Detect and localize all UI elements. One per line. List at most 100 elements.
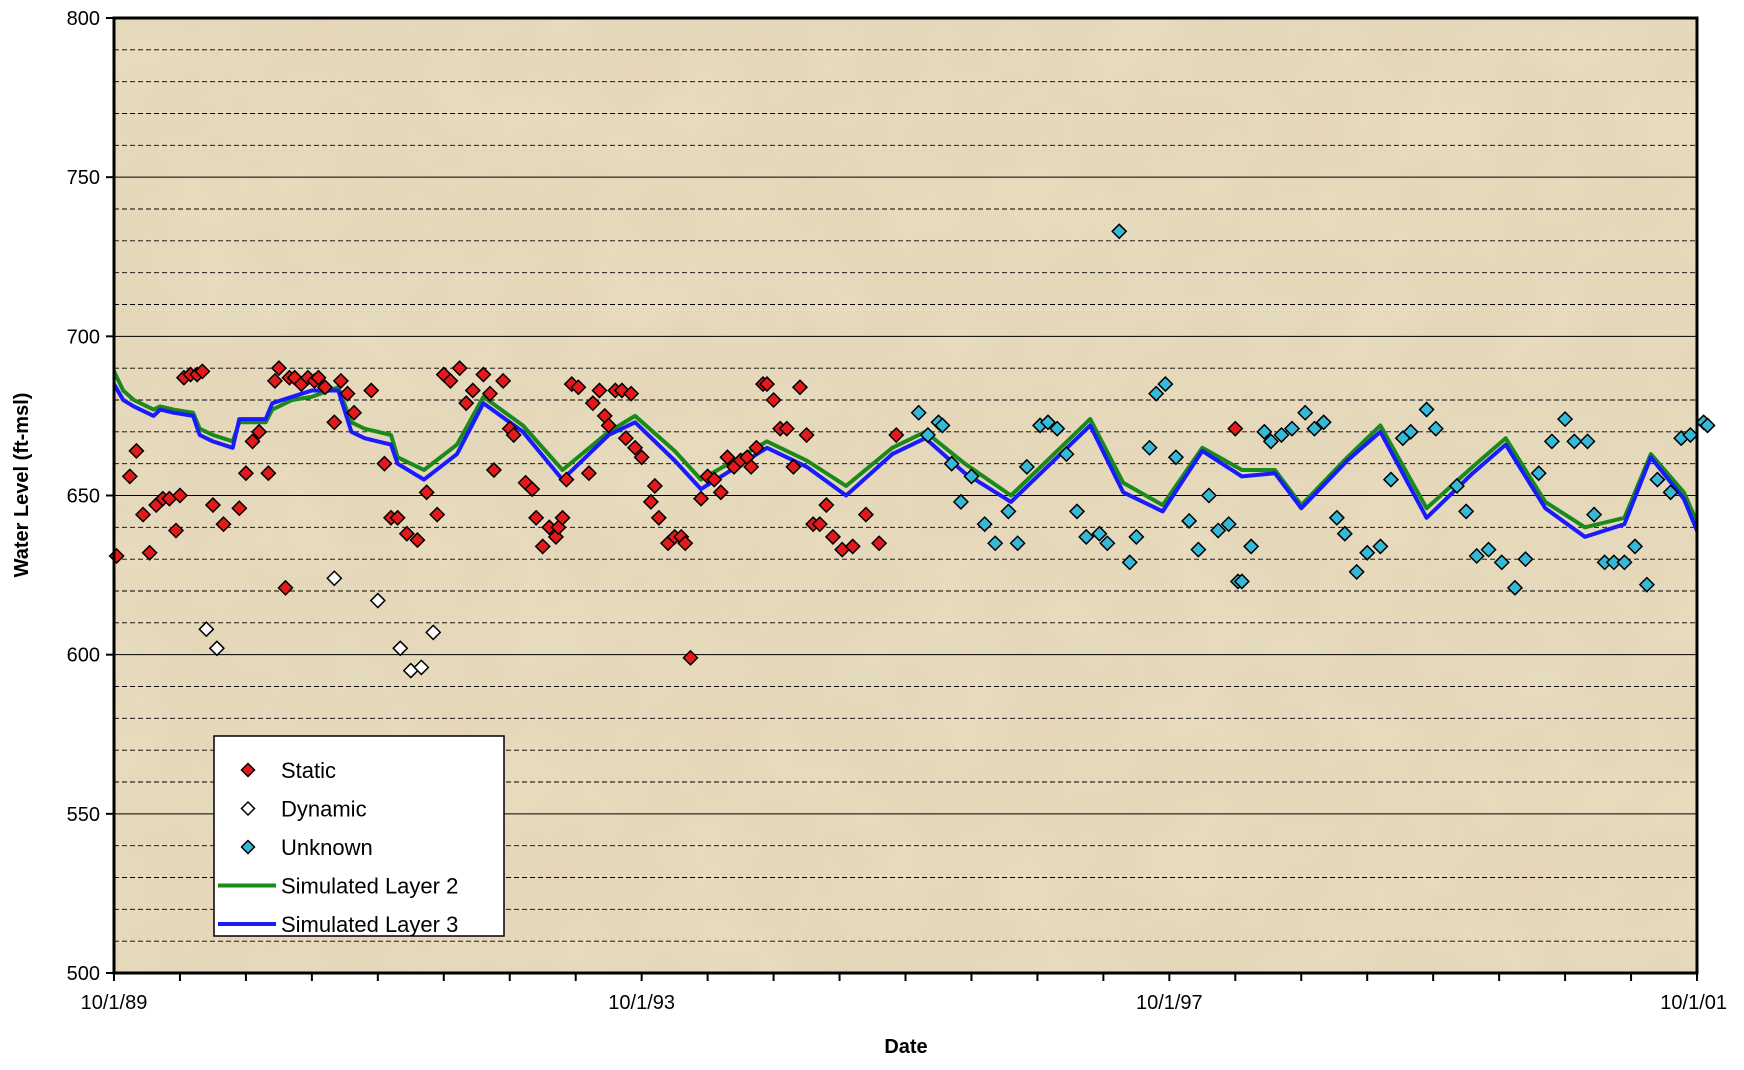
observed-markers <box>108 223 1716 679</box>
marker-unknown <box>1506 579 1524 596</box>
series-line-simulated-layer-2 <box>114 370 1697 530</box>
marker-static <box>617 430 634 447</box>
marker-unknown <box>1256 423 1273 440</box>
marker-unknown <box>963 468 980 485</box>
marker-unknown <box>1468 547 1485 565</box>
y-tick-label: 500 <box>67 963 100 985</box>
marker-unknown <box>1448 477 1465 495</box>
marker-static <box>706 471 723 488</box>
marker-unknown <box>1315 414 1332 431</box>
marker-static <box>141 544 158 561</box>
marker-unknown <box>1297 404 1314 421</box>
marker-static <box>743 458 760 475</box>
marker-unknown <box>1243 538 1260 555</box>
marker-static <box>642 493 659 510</box>
marker-unknown <box>1167 449 1184 466</box>
marker-unknown <box>1649 471 1666 488</box>
marker-dynamic <box>413 659 430 676</box>
marker-unknown <box>1579 433 1596 450</box>
legend-label-simulated-layer-3: Simulated Layer 3 <box>281 912 458 937</box>
marker-unknown <box>1699 417 1716 434</box>
legend-label-static: Static <box>281 758 336 783</box>
legend-label-dynamic: Dynamic <box>281 797 367 822</box>
marker-unknown <box>1359 544 1376 561</box>
marker-unknown <box>1336 525 1353 542</box>
marker-static <box>818 496 835 514</box>
legend-marker-dynamic <box>240 800 256 817</box>
marker-unknown <box>1220 516 1237 533</box>
marker-unknown <box>1557 411 1574 428</box>
marker-static <box>580 465 597 482</box>
marker-static <box>558 471 575 488</box>
marker-static <box>376 455 393 472</box>
x-tick-label: 10/1/97 <box>1136 992 1203 1014</box>
legend: Static Dynamic Unknown Simulated Layer 2 Sim… <box>213 735 505 937</box>
marker-static <box>237 465 254 482</box>
legend-marker-unknown <box>240 839 256 855</box>
marker-unknown <box>1586 506 1603 523</box>
marker-unknown <box>1306 420 1323 437</box>
marker-unknown <box>1517 551 1534 568</box>
marker-unknown <box>1121 554 1138 571</box>
marker-static <box>277 579 294 596</box>
marker-unknown <box>1128 528 1145 545</box>
marker-static <box>339 385 356 402</box>
x-tick-label: 10/1/01 <box>1660 992 1727 1014</box>
marker-static <box>791 379 809 396</box>
marker-unknown <box>1262 433 1279 450</box>
marker-unknown <box>1283 420 1301 437</box>
marker-static <box>591 382 608 399</box>
marker-static <box>778 420 795 437</box>
marker-static <box>464 382 481 399</box>
marker-unknown <box>1372 538 1389 555</box>
marker-static <box>121 468 138 485</box>
simulated-lines <box>114 370 1697 539</box>
marker-unknown <box>1210 522 1227 539</box>
marker-static <box>524 481 541 498</box>
marker-static <box>798 426 815 444</box>
marker-static <box>409 532 426 549</box>
marker-unknown <box>1000 503 1017 520</box>
marker-unknown <box>1402 423 1419 440</box>
marker-unknown <box>1328 509 1345 526</box>
marker-static <box>458 395 475 412</box>
marker-static <box>204 496 221 514</box>
marker-static <box>389 509 406 526</box>
marker-static <box>682 649 699 666</box>
marker-static <box>811 516 828 533</box>
marker-unknown <box>1382 471 1400 488</box>
legend-label-simulated-layer-2: Simulated Layer 2 <box>281 874 458 899</box>
marker-unknown <box>1682 426 1699 444</box>
marker-static <box>677 535 694 552</box>
y-tick-label: 700 <box>67 326 100 348</box>
marker-unknown <box>1638 576 1655 593</box>
marker-static <box>528 509 545 526</box>
marker-static <box>171 487 189 504</box>
marker-unknown <box>1605 554 1622 571</box>
marker-unknown <box>1018 458 1035 475</box>
marker-unknown <box>1181 512 1198 530</box>
marker-static <box>650 509 667 526</box>
marker-static <box>231 500 248 517</box>
marker-unknown <box>1273 426 1290 444</box>
marker-unknown <box>1543 433 1560 450</box>
y-tick-label: 650 <box>67 486 100 508</box>
series-line-simulated-layer-3 <box>114 383 1697 539</box>
marker-static <box>442 372 459 389</box>
marker-unknown <box>1141 439 1158 456</box>
y-tick-label: 800 <box>67 8 100 30</box>
marker-static <box>824 528 842 545</box>
marker-unknown <box>910 404 927 421</box>
marker-static <box>554 509 571 526</box>
marker-unknown <box>1233 573 1250 590</box>
marker-dynamic <box>326 570 343 587</box>
marker-unknown <box>1111 223 1128 240</box>
marker-static <box>570 379 587 396</box>
marker-unknown <box>1427 420 1444 437</box>
marker-static <box>475 366 492 383</box>
marker-static <box>485 461 502 479</box>
y-tick-label: 750 <box>67 167 100 189</box>
marker-static <box>326 414 343 431</box>
marker-dynamic <box>425 624 442 641</box>
x-axis: 10/1/89 10/1/93 10/1/97 10/1/01 <box>81 973 1727 1014</box>
